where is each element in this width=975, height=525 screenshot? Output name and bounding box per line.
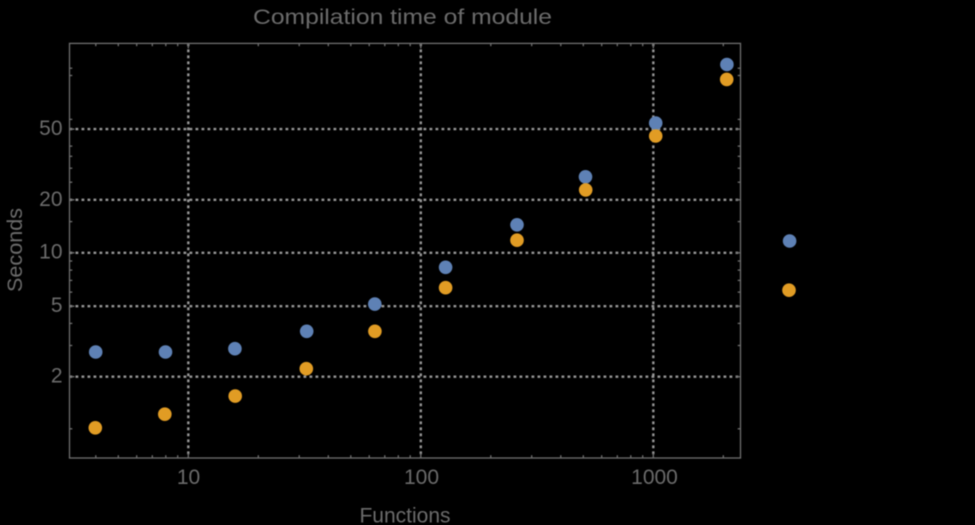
svg-text:10: 10 (177, 466, 200, 489)
svg-text:Functions: Functions (359, 504, 450, 525)
svg-text:100: 100 (404, 466, 439, 489)
svg-text:50: 50 (39, 117, 62, 140)
svg-text:5: 5 (51, 294, 63, 317)
svg-text:10: 10 (39, 241, 62, 264)
svg-text:Compilation time of module: Compilation time of module (253, 6, 552, 29)
svg-text:Seconds: Seconds (4, 208, 27, 292)
svg-text:20: 20 (39, 188, 62, 211)
svg-text:1000: 1000 (631, 466, 678, 489)
svg-text:2: 2 (51, 364, 63, 387)
